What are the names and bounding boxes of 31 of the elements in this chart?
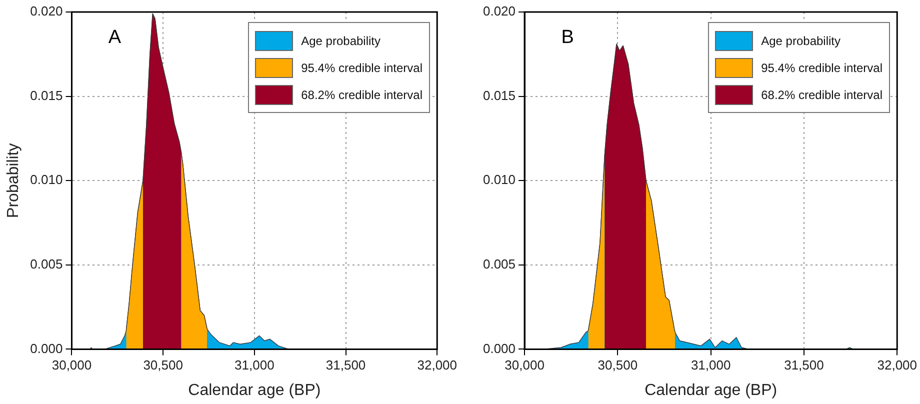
x-tick-label: 31,000 bbox=[690, 358, 731, 373]
x-tick-label: 30,500 bbox=[143, 358, 183, 373]
x-tick-label: 31,500 bbox=[326, 358, 366, 373]
y-tick-label: 0.020 bbox=[30, 4, 63, 19]
legend-label: 95.4% credible interval bbox=[761, 60, 883, 74]
annotation: B bbox=[561, 27, 574, 48]
legend-label: 68.2% credible interval bbox=[761, 88, 883, 102]
annotation: A bbox=[108, 27, 122, 48]
y-axis-title: Probability bbox=[5, 143, 22, 218]
x-axis-title: Calendar age (BP) bbox=[644, 382, 778, 399]
x-tick-label: 31,000 bbox=[234, 358, 274, 373]
x-axis-title: Calendar age (BP) bbox=[188, 382, 321, 399]
y-tick-label: 0.005 bbox=[482, 256, 516, 272]
y-tick-label: 0.015 bbox=[30, 88, 63, 103]
y-tick-label: 0.020 bbox=[482, 4, 516, 19]
y-tick-label: 0.010 bbox=[30, 172, 63, 188]
x-tick-label: 30,000 bbox=[52, 358, 92, 373]
legend-label: 95.4% credible interval bbox=[301, 60, 423, 74]
legend-label: Age probability bbox=[301, 34, 380, 48]
y-tick-label: 0.010 bbox=[482, 172, 516, 188]
y-tick-label: 0.015 bbox=[482, 88, 516, 103]
x-tick-label: 31,500 bbox=[784, 358, 824, 373]
x-tick-label: 32,000 bbox=[877, 358, 917, 373]
y-tick-label: 0.000 bbox=[482, 340, 516, 356]
y-tick-label: 0.000 bbox=[30, 340, 63, 356]
x-tick-label: 32,000 bbox=[417, 358, 457, 373]
x-tick-label: 30,500 bbox=[598, 358, 638, 373]
legend-label: 68.2% credible interval bbox=[301, 88, 423, 102]
x-tick-label: 30,000 bbox=[504, 358, 544, 373]
y-tick-label: 0.005 bbox=[30, 256, 63, 272]
legend-label: Age probability bbox=[761, 34, 840, 48]
